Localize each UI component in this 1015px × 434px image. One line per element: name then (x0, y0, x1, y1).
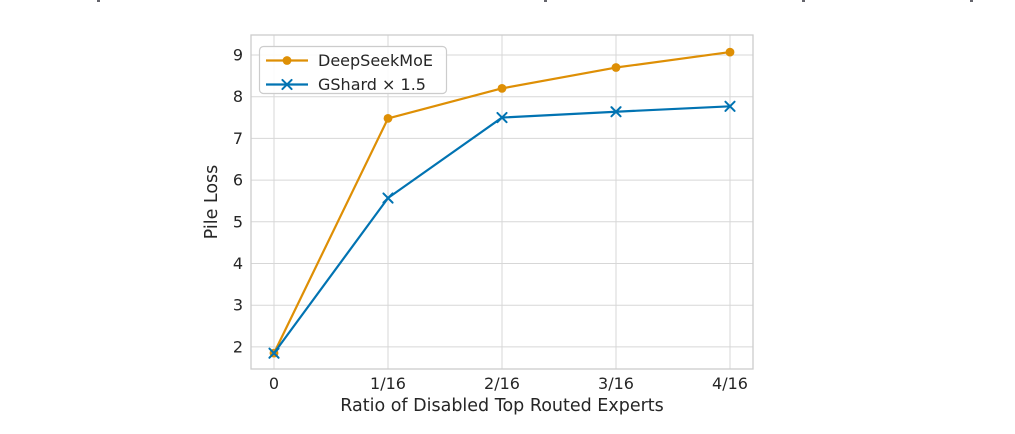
x-tick-label: 1/16 (370, 374, 406, 393)
y-axis-label: Pile Loss (202, 165, 222, 240)
legend-box (258, 45, 448, 95)
y-tick-label: 2 (233, 337, 243, 356)
y-tick-label: 9 (233, 46, 243, 65)
cropped-text-fragment (802, 0, 805, 2)
y-tick-label: 5 (233, 212, 243, 231)
circle-marker (611, 63, 621, 72)
legend-item-label: GShard × 1.5 (318, 75, 426, 94)
legend-circle-marker (282, 56, 292, 65)
cropped-text-fragment (970, 0, 973, 2)
circle-marker (725, 47, 735, 57)
x-axis-label: Ratio of Disabled Top Routed Experts (340, 396, 664, 416)
legend-item-label: DeepSeekMoE (318, 51, 433, 70)
x-tick-label: 2/16 (484, 374, 520, 393)
cropped-text-fragment (544, 0, 547, 2)
y-tick-label: 3 (233, 296, 243, 315)
x-marker (610, 106, 622, 118)
x-marker (268, 347, 280, 359)
legend-x-marker (281, 78, 293, 91)
plot-border (250, 34, 754, 370)
x-marker (382, 192, 394, 204)
x-marker (496, 111, 508, 124)
y-tick-label: 7 (233, 129, 243, 148)
x-tick-label: 4/16 (712, 374, 748, 393)
y-tick-label: 4 (233, 254, 243, 273)
circle-marker (497, 83, 507, 93)
cropped-text-fragment (97, 0, 100, 2)
x-marker (724, 100, 736, 112)
x-tick-label: 0 (269, 374, 279, 393)
y-tick-label: 8 (233, 87, 243, 106)
y-tick-label: 6 (233, 171, 243, 190)
circle-marker (383, 113, 393, 123)
x-tick-label: 3/16 (598, 374, 634, 393)
